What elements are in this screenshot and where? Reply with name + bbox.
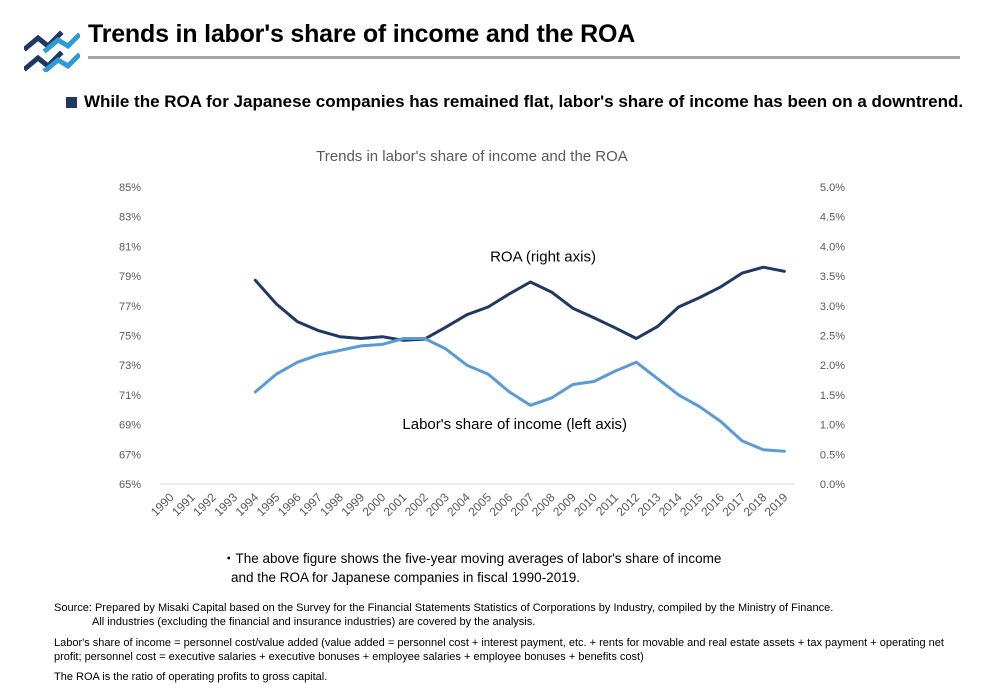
left-tick-label: 69%: [119, 420, 141, 432]
right-tick-label: 1.0%: [820, 420, 845, 432]
right-tick-label: 2.5%: [820, 331, 845, 343]
left-axis: 65% 67% 69% 71% 73% 75% 77% 79% 81% 83% 85%: [119, 182, 141, 491]
roa-line: [253, 265, 786, 342]
left-tick-label: 75%: [119, 331, 141, 343]
right-tick-label: 5.0%: [820, 182, 845, 194]
left-tick-label: 65%: [119, 479, 141, 491]
labor-share-roa-chart: Trends in labor's share of income and th…: [119, 148, 845, 519]
right-tick-label: 3.0%: [820, 301, 845, 313]
left-tick-label: 83%: [119, 212, 141, 224]
right-tick-label: 1.5%: [820, 390, 845, 402]
headline-text: While the ROA for Japanese companies has…: [84, 92, 964, 111]
right-tick-label: 0.5%: [820, 449, 845, 461]
source-line-2: All industries (excluding the financial …: [92, 616, 536, 628]
right-tick-label: 0.0%: [820, 479, 845, 491]
note-line-1: ・The above figure shows the five-year mo…: [222, 551, 722, 566]
roa-definition: The ROA is the ratio of operating profit…: [54, 671, 328, 683]
page-title: Trends in labor's share of income and th…: [88, 20, 636, 48]
labor-share-series-label: Labor's share of income (left axis): [402, 416, 627, 433]
left-tick-label: 71%: [119, 390, 141, 402]
left-tick-label: 81%: [119, 241, 141, 253]
source-note: Source: Prepared by Misaki Capital based…: [54, 601, 974, 629]
formula-definition: Labor's share of income = personnel cost…: [54, 637, 944, 663]
labor-share-line: [253, 337, 786, 453]
chart-note: ・The above figure shows the five-year mo…: [222, 549, 721, 587]
source-line-1: Source: Prepared by Misaki Capital based…: [54, 602, 834, 614]
note-line-2: and the ROA for Japanese companies in fi…: [231, 570, 580, 585]
right-axis: 0.0% 0.5% 1.0% 1.5% 2.0% 2.5% 3.0% 3.5% 4.0% 4.5%…: [820, 182, 845, 491]
right-tick-label: 4.5%: [820, 212, 845, 224]
left-tick-label: 67%: [119, 449, 141, 461]
roa-series-label: ROA (right axis): [490, 248, 596, 265]
square-bullet-icon: [66, 96, 77, 108]
left-tick-label: 85%: [119, 182, 141, 194]
chart-title: Trends in labor's share of income and th…: [316, 148, 628, 165]
left-tick-label: 77%: [119, 301, 141, 313]
double-chevron-logo-icon: [24, 30, 80, 72]
left-tick-label: 73%: [119, 360, 141, 372]
series-layer: [253, 265, 786, 453]
right-tick-label: 4.0%: [820, 241, 845, 253]
right-tick-label: 2.0%: [820, 360, 845, 372]
x-tick-label: 2019: [762, 490, 791, 519]
left-tick-label: 79%: [119, 271, 141, 283]
right-tick-label: 3.5%: [820, 271, 845, 283]
x-axis: 1990199119921993199419951996199719981999…: [148, 490, 791, 519]
headline: While the ROA for Japanese companies has…: [66, 92, 963, 112]
title-divider: [88, 56, 960, 59]
